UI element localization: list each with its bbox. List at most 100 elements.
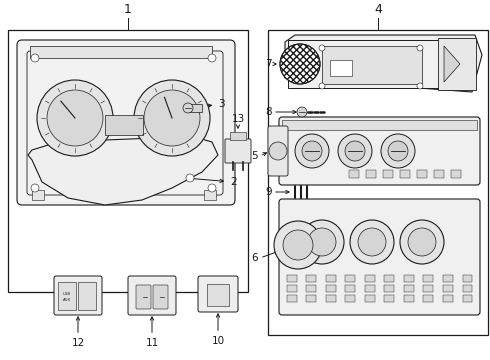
Circle shape — [338, 134, 372, 168]
Bar — [32, 190, 44, 200]
Bar — [282, 120, 477, 130]
Bar — [288, 40, 460, 88]
Bar — [365, 285, 375, 292]
Bar — [423, 275, 433, 282]
Text: 11: 11 — [146, 317, 159, 348]
Bar — [443, 285, 453, 292]
Circle shape — [31, 184, 39, 192]
Circle shape — [300, 220, 344, 264]
Circle shape — [417, 83, 423, 89]
Bar — [330, 60, 352, 76]
Circle shape — [319, 83, 325, 89]
Circle shape — [144, 90, 200, 146]
Bar — [188, 104, 202, 112]
Text: USB: USB — [63, 292, 71, 296]
Circle shape — [274, 221, 322, 269]
FancyBboxPatch shape — [198, 276, 238, 312]
Circle shape — [345, 141, 365, 161]
Circle shape — [350, 220, 394, 264]
Polygon shape — [444, 46, 460, 82]
Bar — [451, 170, 461, 178]
Bar — [434, 170, 444, 178]
Wedge shape — [280, 44, 320, 84]
Bar — [326, 285, 336, 292]
Bar — [365, 275, 375, 282]
Bar — [384, 285, 394, 292]
Circle shape — [37, 80, 113, 156]
Bar — [383, 170, 393, 178]
Bar — [306, 275, 316, 282]
Bar — [268, 30, 488, 335]
Bar — [404, 295, 414, 302]
Bar — [345, 285, 355, 292]
Circle shape — [358, 228, 386, 256]
Circle shape — [134, 80, 210, 156]
Circle shape — [308, 228, 336, 256]
Circle shape — [319, 45, 325, 51]
Bar — [404, 275, 414, 282]
Bar — [58, 282, 76, 310]
Circle shape — [417, 45, 423, 51]
Text: 4: 4 — [374, 3, 382, 16]
Bar — [287, 275, 296, 282]
Text: 7: 7 — [266, 59, 272, 69]
FancyBboxPatch shape — [54, 276, 102, 315]
Text: 10: 10 — [212, 314, 224, 346]
Polygon shape — [28, 138, 218, 205]
Bar — [8, 30, 248, 292]
FancyBboxPatch shape — [153, 285, 168, 309]
Circle shape — [297, 107, 307, 117]
Circle shape — [186, 174, 194, 182]
Circle shape — [283, 230, 313, 260]
Bar — [287, 295, 296, 302]
Circle shape — [381, 134, 415, 168]
Bar — [417, 170, 427, 178]
Bar — [345, 295, 355, 302]
Bar — [345, 275, 355, 282]
Bar — [204, 190, 216, 200]
Bar — [326, 295, 336, 302]
Bar — [463, 285, 472, 292]
Bar — [105, 115, 143, 135]
Circle shape — [208, 54, 216, 62]
Bar — [400, 170, 410, 178]
Bar — [438, 38, 476, 90]
Bar — [207, 284, 229, 306]
Bar — [423, 285, 433, 292]
FancyBboxPatch shape — [268, 126, 288, 176]
Circle shape — [388, 141, 408, 161]
Circle shape — [31, 54, 39, 62]
Polygon shape — [285, 35, 482, 92]
Bar — [306, 295, 316, 302]
Text: AUX: AUX — [63, 298, 71, 302]
Bar — [322, 46, 422, 84]
Circle shape — [408, 228, 436, 256]
FancyBboxPatch shape — [136, 285, 151, 309]
Text: 6: 6 — [251, 253, 258, 263]
Bar — [423, 295, 433, 302]
Bar — [443, 295, 453, 302]
Circle shape — [269, 142, 287, 160]
FancyBboxPatch shape — [17, 40, 235, 205]
Bar — [404, 285, 414, 292]
Circle shape — [183, 103, 193, 113]
Text: 12: 12 — [72, 317, 85, 348]
FancyBboxPatch shape — [279, 117, 480, 185]
Circle shape — [400, 220, 444, 264]
Bar — [306, 285, 316, 292]
Bar — [287, 285, 296, 292]
Bar — [463, 275, 472, 282]
Bar — [384, 275, 394, 282]
Bar — [78, 282, 96, 310]
FancyBboxPatch shape — [225, 139, 251, 163]
Text: 9: 9 — [266, 187, 272, 197]
Circle shape — [47, 90, 103, 146]
Circle shape — [208, 184, 216, 192]
Bar — [230, 132, 246, 140]
Bar — [365, 295, 375, 302]
Bar — [349, 170, 359, 178]
Text: 3: 3 — [193, 99, 224, 109]
FancyBboxPatch shape — [128, 276, 176, 315]
Text: 5: 5 — [251, 151, 258, 161]
Text: 1: 1 — [124, 3, 132, 16]
